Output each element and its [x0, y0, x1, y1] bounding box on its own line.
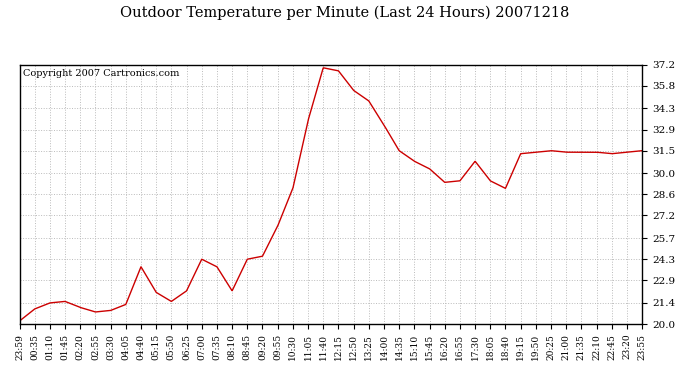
Text: Copyright 2007 Cartronics.com: Copyright 2007 Cartronics.com [23, 69, 179, 78]
Text: Outdoor Temperature per Minute (Last 24 Hours) 20071218: Outdoor Temperature per Minute (Last 24 … [120, 6, 570, 20]
